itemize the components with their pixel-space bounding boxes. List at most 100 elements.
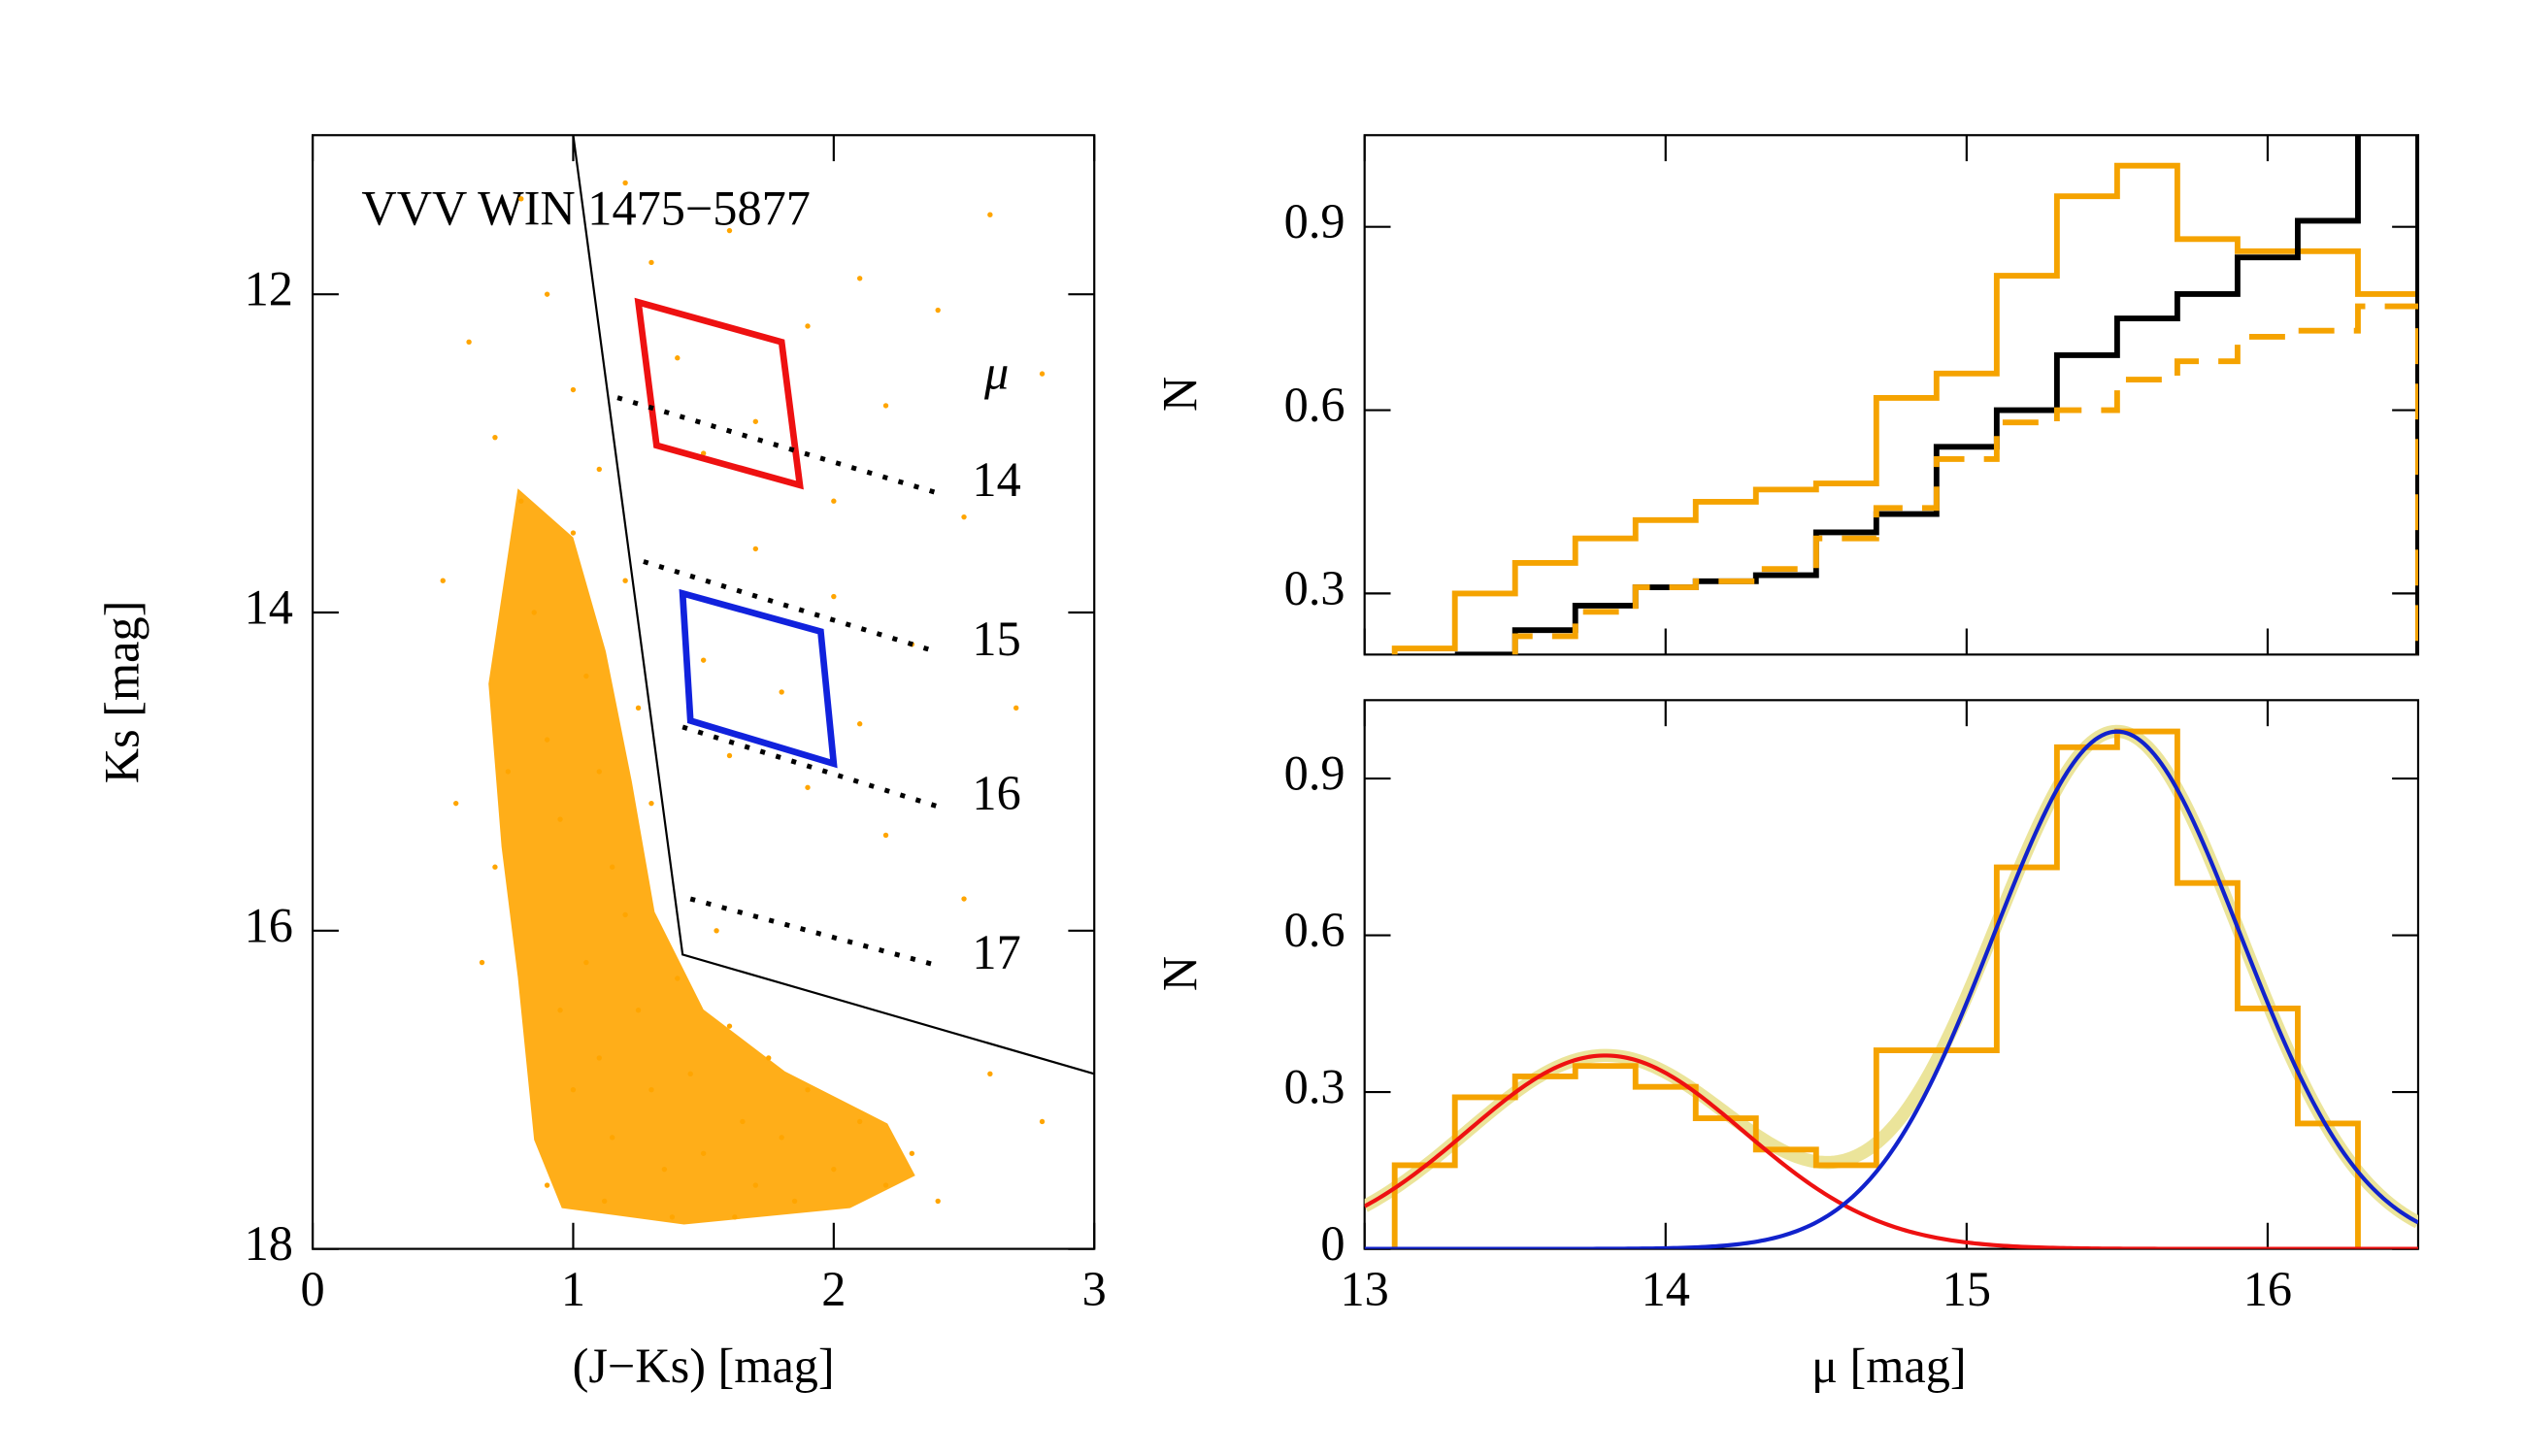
point <box>610 1135 615 1141</box>
point <box>987 212 993 217</box>
y-tick-label: 0.3 <box>1284 1060 1345 1114</box>
y-axis-label: N <box>1153 956 1208 991</box>
dense-cloud <box>488 488 915 1225</box>
y-tick-label: 0.3 <box>1284 561 1345 615</box>
point <box>544 1182 550 1188</box>
gaussian <box>1364 729 2418 1249</box>
point <box>596 769 602 775</box>
point <box>700 450 707 456</box>
point <box>961 513 967 520</box>
point <box>601 1198 608 1205</box>
point <box>622 578 628 583</box>
histogram <box>1391 728 2361 1249</box>
point <box>492 864 498 870</box>
y-axis-label: Ks [mag] <box>94 601 149 784</box>
point <box>583 959 589 966</box>
point <box>831 498 837 504</box>
distance-label: 17 <box>972 925 1020 979</box>
distance-line <box>616 395 939 496</box>
x-tick-label: 1 <box>561 1262 585 1316</box>
axes-frame <box>1363 134 2420 656</box>
distance-line <box>689 896 939 969</box>
axes-frame <box>311 134 1096 1250</box>
point <box>805 1087 811 1093</box>
point <box>752 418 759 424</box>
y-tick-label: 0.6 <box>1284 378 1345 432</box>
point <box>622 180 628 186</box>
point <box>766 1055 772 1061</box>
point <box>791 1198 798 1205</box>
point <box>987 1071 993 1076</box>
y-tick-label: 0.9 <box>1284 746 1345 801</box>
point <box>732 1214 738 1220</box>
point <box>726 227 733 234</box>
point <box>570 386 577 393</box>
x-tick-label: 2 <box>821 1262 846 1316</box>
point <box>726 1023 733 1029</box>
point <box>882 832 889 839</box>
point <box>882 403 889 409</box>
x-tick-label: 0 <box>300 1262 324 1316</box>
gaussian <box>1364 1053 2418 1249</box>
point <box>466 339 472 346</box>
point <box>492 434 498 441</box>
histogram <box>1391 162 2418 655</box>
boundary-line <box>572 135 1095 1075</box>
point <box>557 1008 563 1013</box>
point <box>752 546 759 552</box>
point <box>935 307 941 314</box>
point <box>452 800 459 807</box>
point <box>805 323 811 329</box>
point <box>518 196 524 202</box>
point <box>856 1118 863 1125</box>
x-axis-label: μ [mag] <box>1811 1339 1967 1393</box>
point <box>648 800 654 807</box>
point <box>479 959 485 966</box>
y-axis-label: N <box>1153 377 1208 412</box>
point <box>675 355 681 361</box>
point <box>700 1150 707 1156</box>
point <box>505 769 512 775</box>
axes-frame <box>1363 699 2420 1250</box>
selection-box <box>634 297 804 490</box>
point <box>648 259 654 266</box>
point <box>570 530 577 536</box>
point <box>740 1118 746 1125</box>
point <box>961 896 967 902</box>
point <box>779 1135 784 1141</box>
point <box>714 928 719 934</box>
distance-line <box>643 559 939 655</box>
point <box>518 498 524 504</box>
point <box>779 689 784 695</box>
x-tick-label: 13 <box>1341 1262 1389 1316</box>
x-axis-label: (J−Ks) [mag] <box>573 1339 835 1393</box>
x-tick-label: 15 <box>1943 1262 1991 1316</box>
distance-label: 15 <box>972 612 1020 666</box>
x-tick-label: 3 <box>1082 1262 1107 1316</box>
point <box>935 1198 941 1205</box>
y-tick-label: 16 <box>245 898 293 952</box>
point <box>583 673 589 679</box>
point <box>557 816 563 822</box>
y-tick-label: 0.6 <box>1284 903 1345 957</box>
distance-label: 14 <box>972 452 1020 507</box>
y-tick-label: 0 <box>1320 1216 1345 1271</box>
distance-line <box>681 724 939 810</box>
y-tick-label: 0.9 <box>1284 194 1345 248</box>
selection-box <box>679 588 838 769</box>
annotation: μ <box>983 346 1009 400</box>
point <box>596 1055 602 1061</box>
point <box>635 705 642 711</box>
point <box>622 911 628 918</box>
y-tick-label: 12 <box>245 262 293 316</box>
point <box>752 1182 759 1188</box>
histogram <box>1511 303 2418 655</box>
point <box>856 721 863 727</box>
point <box>831 593 837 600</box>
y-tick-label: 18 <box>245 1216 293 1271</box>
point <box>726 752 733 759</box>
point <box>635 1008 642 1013</box>
point <box>544 291 550 297</box>
point <box>661 1166 668 1173</box>
point <box>544 737 550 743</box>
